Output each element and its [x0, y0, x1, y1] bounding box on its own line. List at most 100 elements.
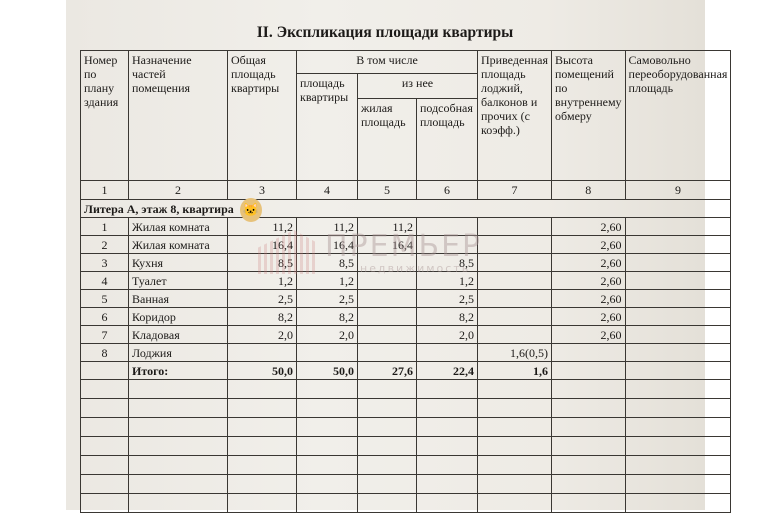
- empty-cell: [624, 417, 732, 437]
- empty-cell: [227, 474, 297, 494]
- empty-cell: [227, 455, 297, 475]
- table-cell: [357, 253, 417, 272]
- column-number: 6: [416, 180, 478, 200]
- table-cell: 2,60: [550, 235, 626, 254]
- empty-cell: [80, 379, 129, 399]
- column-number: 4: [296, 180, 358, 200]
- table-cell: Кладовая: [128, 325, 228, 344]
- table-cell: [477, 235, 552, 254]
- table-cell: 2,60: [550, 253, 626, 272]
- empty-cell: [128, 436, 228, 456]
- table-cell: [477, 307, 552, 326]
- empty-cell: [550, 455, 626, 475]
- column-number: 5: [357, 180, 417, 200]
- header-living-area: жилая площадь: [357, 98, 417, 181]
- table-cell: [624, 343, 732, 362]
- empty-cell: [416, 417, 478, 437]
- table-cell: 1,2: [227, 271, 297, 290]
- empty-cell: [357, 474, 417, 494]
- table-cell: [357, 271, 417, 290]
- header-loggia-area: Приведенная площадь лоджий, балконов и п…: [477, 50, 552, 181]
- table-cell: [624, 289, 732, 308]
- empty-cell: [624, 436, 732, 456]
- table-row: 1 Жилая комната 11,2 11,2 11,2 2,60: [80, 217, 732, 236]
- empty-cell: [416, 398, 478, 418]
- table-cell: [477, 253, 552, 272]
- table-cell: 11,2: [227, 217, 297, 236]
- empty-cell: [128, 474, 228, 494]
- total-value: [624, 361, 732, 380]
- header-auxiliary-area: подсобная площадь: [416, 98, 478, 181]
- total-label: Итого:: [128, 361, 228, 380]
- empty-cell: [416, 436, 478, 456]
- empty-cell: [477, 436, 552, 456]
- table-cell: 5: [80, 289, 129, 308]
- table-cell: 2,0: [416, 325, 478, 344]
- table-cell: 2,60: [550, 271, 626, 290]
- empty-cell: [128, 455, 228, 475]
- table-cell: 6: [80, 307, 129, 326]
- header-purpose: Назначение частей помещения: [128, 50, 228, 181]
- table-cell: [624, 217, 732, 236]
- empty-cell: [624, 379, 732, 399]
- header-number: Номер по плану здания: [80, 50, 129, 181]
- empty-cell: [80, 417, 129, 437]
- table-cell: 2: [80, 235, 129, 254]
- table-cell: [416, 217, 478, 236]
- table-cell: Жилая комната: [128, 217, 228, 236]
- table-cell: 1,2: [296, 271, 358, 290]
- empty-cell: [227, 379, 297, 399]
- header-height: Высота помещений по внутреннему обмеру: [550, 50, 626, 181]
- header-of-which: из нее: [357, 73, 478, 99]
- table-cell: Ванная: [128, 289, 228, 308]
- empty-row: [80, 398, 732, 418]
- table-cell: 8: [80, 343, 129, 362]
- table-cell: [416, 235, 478, 254]
- table-cell: [80, 361, 129, 380]
- table-cell: [357, 307, 417, 326]
- section-row: Литера А, этаж 8, квартира: [79, 199, 732, 218]
- empty-cell: [550, 436, 626, 456]
- empty-cell: [416, 455, 478, 475]
- empty-cell: [357, 379, 417, 399]
- empty-row: [80, 455, 732, 475]
- table-cell: [227, 343, 297, 362]
- empty-cell: [227, 398, 297, 418]
- total-value: 50,0: [227, 361, 297, 380]
- table-cell: 2,0: [296, 325, 358, 344]
- header-including: В том числе: [296, 50, 478, 74]
- table-cell: [296, 343, 358, 362]
- empty-row: [80, 436, 732, 456]
- table-cell: 2,60: [550, 289, 626, 308]
- table-cell: [477, 271, 552, 290]
- empty-cell: [624, 398, 732, 418]
- table-cell: 8,2: [227, 307, 297, 326]
- table-cell: 8,2: [416, 307, 478, 326]
- empty-row: [80, 379, 732, 399]
- table-cell: [624, 271, 732, 290]
- empty-cell: [296, 398, 358, 418]
- table-cell: [357, 325, 417, 344]
- table-row: 7 Кладовая 2,0 2,0 2,0 2,60: [80, 325, 732, 344]
- empty-cell: [80, 398, 129, 418]
- table-cell: [624, 253, 732, 272]
- empty-cell: [357, 455, 417, 475]
- empty-cell: [296, 417, 358, 437]
- explication-table: Номер по плану здания Назначение частей …: [79, 50, 732, 513]
- empty-cell: [296, 379, 358, 399]
- empty-cell: [128, 417, 228, 437]
- emoji-sticker-icon: 🐱: [240, 198, 262, 222]
- empty-cell: [550, 417, 626, 437]
- table-cell: [477, 217, 552, 236]
- table-cell: Коридор: [128, 307, 228, 326]
- table-cell: 11,2: [357, 217, 417, 236]
- total-value: 50,0: [296, 361, 358, 380]
- table-cell: 11,2: [296, 217, 358, 236]
- table-cell: Туалет: [128, 271, 228, 290]
- table-cell: 3: [80, 253, 129, 272]
- empty-cell: [477, 417, 552, 437]
- table-cell: 2,60: [550, 325, 626, 344]
- total-value: 22,4: [416, 361, 478, 380]
